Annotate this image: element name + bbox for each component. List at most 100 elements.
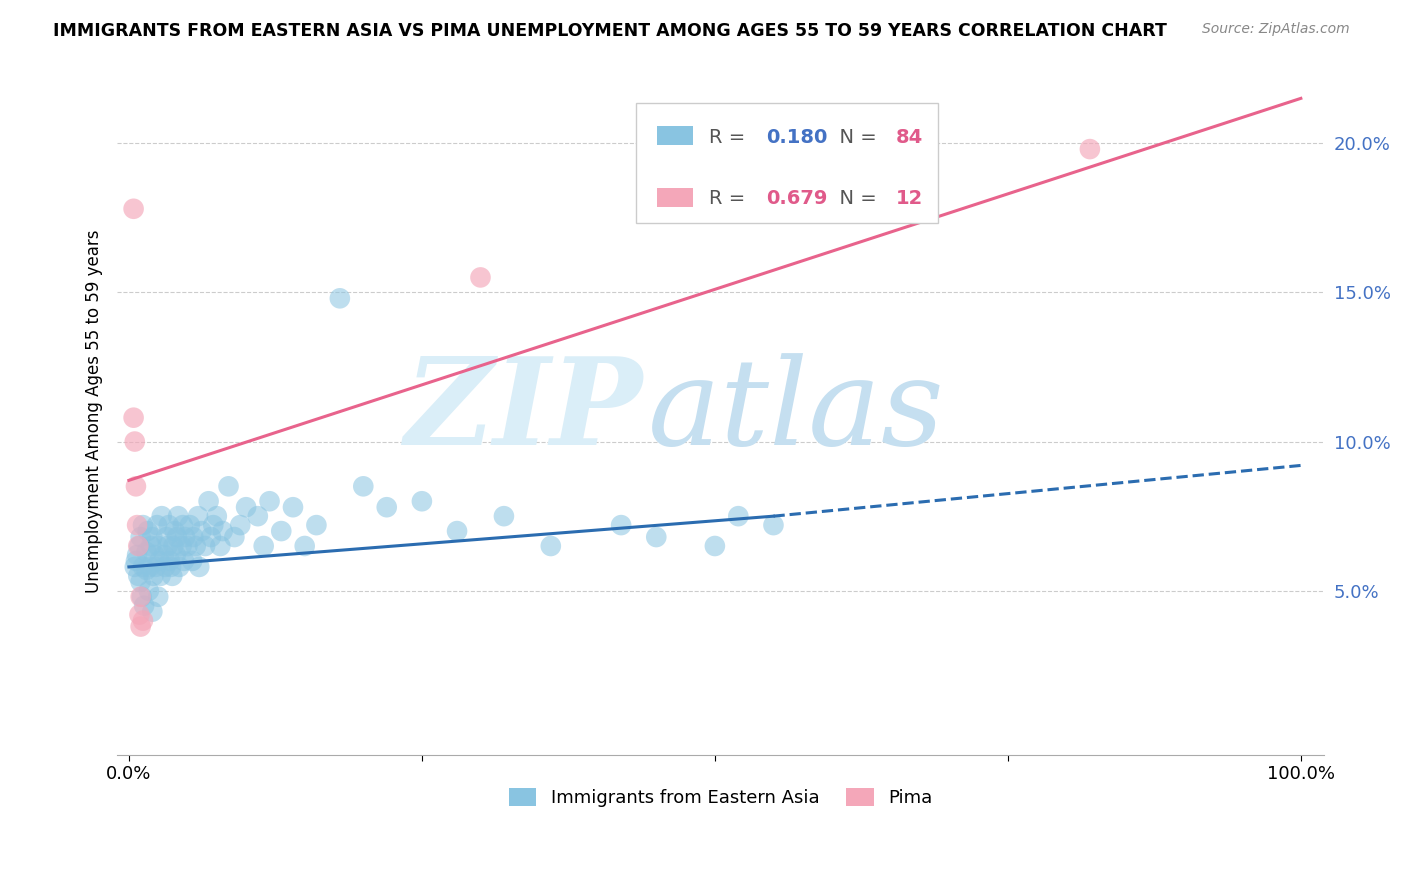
- Text: 84: 84: [896, 128, 922, 146]
- Point: [129, 619, 152, 633]
- Point: [202, 518, 225, 533]
- Point: [125, 554, 148, 568]
- Point: [294, 539, 316, 553]
- Point: [610, 518, 633, 533]
- Point: [540, 539, 562, 553]
- Point: [148, 554, 170, 568]
- Point: [124, 434, 146, 449]
- Point: [155, 560, 177, 574]
- Point: [138, 583, 160, 598]
- Point: [181, 554, 204, 568]
- Point: [183, 530, 205, 544]
- Point: [136, 524, 159, 538]
- Point: [184, 539, 207, 553]
- Point: [163, 524, 186, 538]
- Text: atlas: atlas: [648, 353, 945, 470]
- Point: [141, 530, 163, 544]
- Point: [148, 539, 170, 553]
- Point: [165, 548, 187, 562]
- Point: [132, 560, 155, 574]
- Point: [162, 569, 184, 583]
- Point: [197, 494, 219, 508]
- Text: N =: N =: [827, 189, 883, 209]
- Point: [446, 524, 468, 538]
- Point: [200, 530, 222, 544]
- Point: [128, 539, 150, 553]
- Point: [727, 509, 749, 524]
- Point: [143, 548, 166, 562]
- Point: [135, 545, 157, 559]
- Point: [270, 524, 292, 538]
- Point: [211, 524, 233, 538]
- Point: [190, 524, 212, 538]
- Text: ZIP: ZIP: [404, 352, 643, 471]
- Point: [762, 518, 785, 533]
- FancyBboxPatch shape: [657, 126, 693, 145]
- Text: 0.180: 0.180: [766, 128, 828, 146]
- Point: [160, 560, 183, 574]
- FancyBboxPatch shape: [637, 103, 938, 223]
- Point: [145, 560, 167, 574]
- Point: [246, 509, 269, 524]
- Point: [128, 607, 150, 622]
- Point: [169, 560, 191, 574]
- Point: [1078, 142, 1101, 156]
- Point: [146, 518, 169, 533]
- Point: [187, 509, 209, 524]
- Point: [129, 530, 152, 544]
- FancyBboxPatch shape: [657, 188, 693, 207]
- Point: [167, 509, 190, 524]
- Point: [179, 518, 201, 533]
- Text: N =: N =: [827, 128, 883, 146]
- Point: [166, 530, 188, 544]
- Point: [124, 560, 146, 574]
- Point: [470, 270, 492, 285]
- Point: [411, 494, 433, 508]
- Text: R =: R =: [709, 128, 751, 146]
- Point: [139, 560, 162, 574]
- Point: [127, 518, 149, 533]
- Point: [703, 539, 725, 553]
- Point: [281, 500, 304, 515]
- Point: [224, 530, 246, 544]
- Point: [209, 539, 232, 553]
- Point: [157, 518, 180, 533]
- Point: [131, 590, 153, 604]
- Point: [149, 569, 172, 583]
- Point: [159, 554, 181, 568]
- Text: 12: 12: [896, 189, 922, 209]
- Point: [122, 410, 145, 425]
- Point: [150, 509, 173, 524]
- Point: [259, 494, 281, 508]
- Point: [127, 539, 149, 553]
- Point: [170, 539, 193, 553]
- Legend: Immigrants from Eastern Asia, Pima: Immigrants from Eastern Asia, Pima: [502, 780, 939, 814]
- Point: [645, 530, 668, 544]
- Point: [329, 291, 352, 305]
- Point: [142, 569, 165, 583]
- Point: [194, 539, 217, 553]
- Point: [155, 530, 177, 544]
- Point: [129, 590, 152, 604]
- Point: [132, 614, 155, 628]
- Text: 0.679: 0.679: [766, 189, 828, 209]
- Point: [173, 554, 195, 568]
- Point: [305, 518, 328, 533]
- Point: [134, 599, 156, 613]
- Text: R =: R =: [709, 189, 751, 209]
- Point: [135, 563, 157, 577]
- Point: [141, 539, 163, 553]
- Point: [132, 518, 155, 533]
- Point: [129, 574, 152, 589]
- Point: [235, 500, 257, 515]
- Point: [162, 539, 184, 553]
- Point: [125, 479, 148, 493]
- Point: [218, 479, 240, 493]
- Point: [205, 509, 228, 524]
- Point: [122, 202, 145, 216]
- Point: [141, 605, 163, 619]
- Point: [229, 518, 252, 533]
- Point: [176, 539, 198, 553]
- Point: [172, 518, 194, 533]
- Point: [188, 560, 211, 574]
